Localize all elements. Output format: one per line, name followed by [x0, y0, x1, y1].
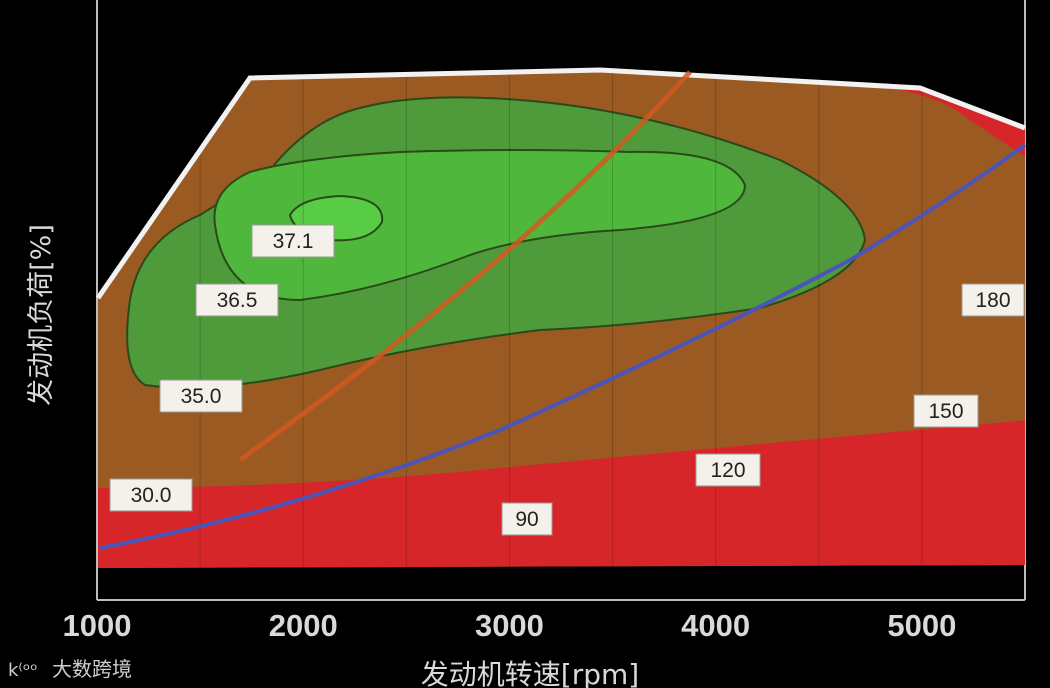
x-tick-label: 5000: [887, 608, 956, 643]
x-tick-label: 3000: [475, 608, 544, 643]
svg-text:90: 90: [515, 508, 538, 531]
svg-text:30.0: 30.0: [131, 484, 172, 507]
blue-operating-line: [99, 143, 1027, 550]
watermark-logo-icon: k⁽ᵒᵒ: [8, 660, 38, 681]
x-axis-label: 发动机转速[rpm]: [421, 658, 639, 688]
grid-lines: [199, 70, 923, 568]
orange-operating-line: [238, 70, 692, 463]
label-120: 120: [695, 453, 761, 487]
svg-text:120: 120: [710, 459, 745, 482]
svg-text:150: 150: [928, 400, 963, 423]
contour-36-5-region: [213, 149, 747, 302]
svg-text:35.0: 35.0: [181, 385, 222, 408]
watermark-text: 大数跨境: [52, 657, 132, 681]
label-30-0: 30.0: [109, 478, 193, 512]
x-tick-label: 4000: [681, 608, 750, 643]
x-tick-label: 2000: [269, 608, 338, 643]
svg-text:180: 180: [975, 289, 1010, 312]
y-axis-label: 发动机负荷[%]: [26, 224, 57, 406]
red-region-bottom: [98, 420, 1025, 568]
full-load-boundary: [95, 67, 1026, 300]
map-regions: [98, 70, 1025, 568]
watermark: k⁽ᵒᵒ 大数跨境: [8, 657, 132, 681]
label-37-1: 37.1: [251, 224, 335, 258]
x-tick-label: 1000: [63, 608, 132, 643]
svg-text:37.1: 37.1: [273, 230, 314, 253]
svg-text:36.5: 36.5: [217, 289, 258, 312]
label-180: 180: [961, 283, 1025, 317]
label-90: 90: [501, 502, 553, 536]
x-tick-labels: 1000 2000 3000 4000 5000: [63, 608, 957, 643]
label-150: 150: [913, 394, 979, 428]
label-35-0: 35.0: [159, 379, 243, 413]
label-36-5: 36.5: [195, 283, 279, 317]
